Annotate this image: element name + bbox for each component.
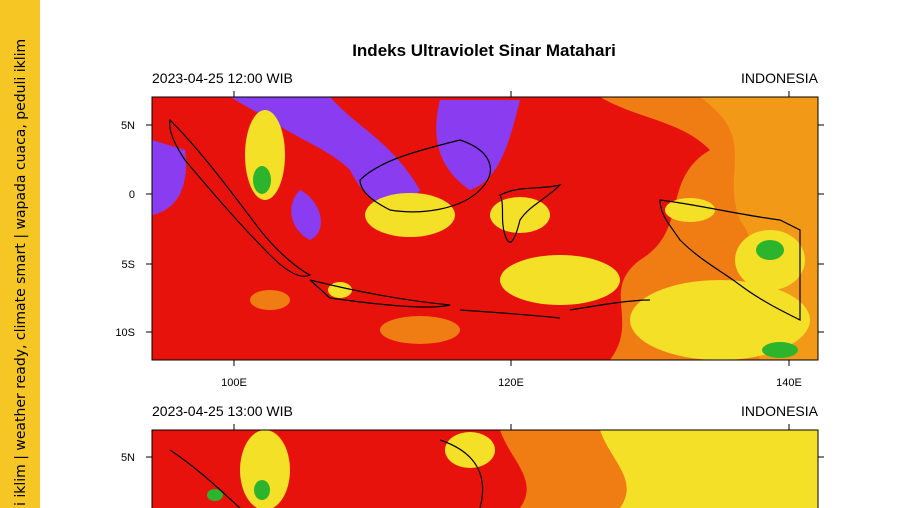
- panel-time: 2023-04-25 12:00 WIB: [152, 70, 293, 86]
- panel-region: INDONESIA: [741, 70, 819, 86]
- sidebar-text: i iklim | weather ready, climate smart |…: [13, 39, 29, 506]
- sidebar: [0, 0, 40, 508]
- axis-ticks: [146, 424, 824, 458]
- lat-label: 5S: [122, 259, 135, 271]
- lon-label: 100E: [221, 377, 247, 389]
- map-frame: [151, 96, 819, 361]
- lon-label: 140E: [776, 377, 802, 389]
- lat-label: 5N: [121, 120, 135, 132]
- panel-region: INDONESIA: [741, 403, 819, 419]
- panel-time: 2023-04-25 13:00 WIB: [152, 403, 293, 419]
- uv-map: [152, 97, 818, 360]
- map-frame: [151, 429, 819, 508]
- axis-ticks: [146, 91, 824, 366]
- uv-map: [152, 430, 818, 508]
- lat-label: 10S: [115, 327, 135, 339]
- lat-label: 0: [129, 189, 135, 201]
- lat-label: 5N: [121, 452, 135, 464]
- lon-label: 120E: [498, 377, 524, 389]
- title: Indeks Ultraviolet Sinar Matahari: [352, 41, 616, 60]
